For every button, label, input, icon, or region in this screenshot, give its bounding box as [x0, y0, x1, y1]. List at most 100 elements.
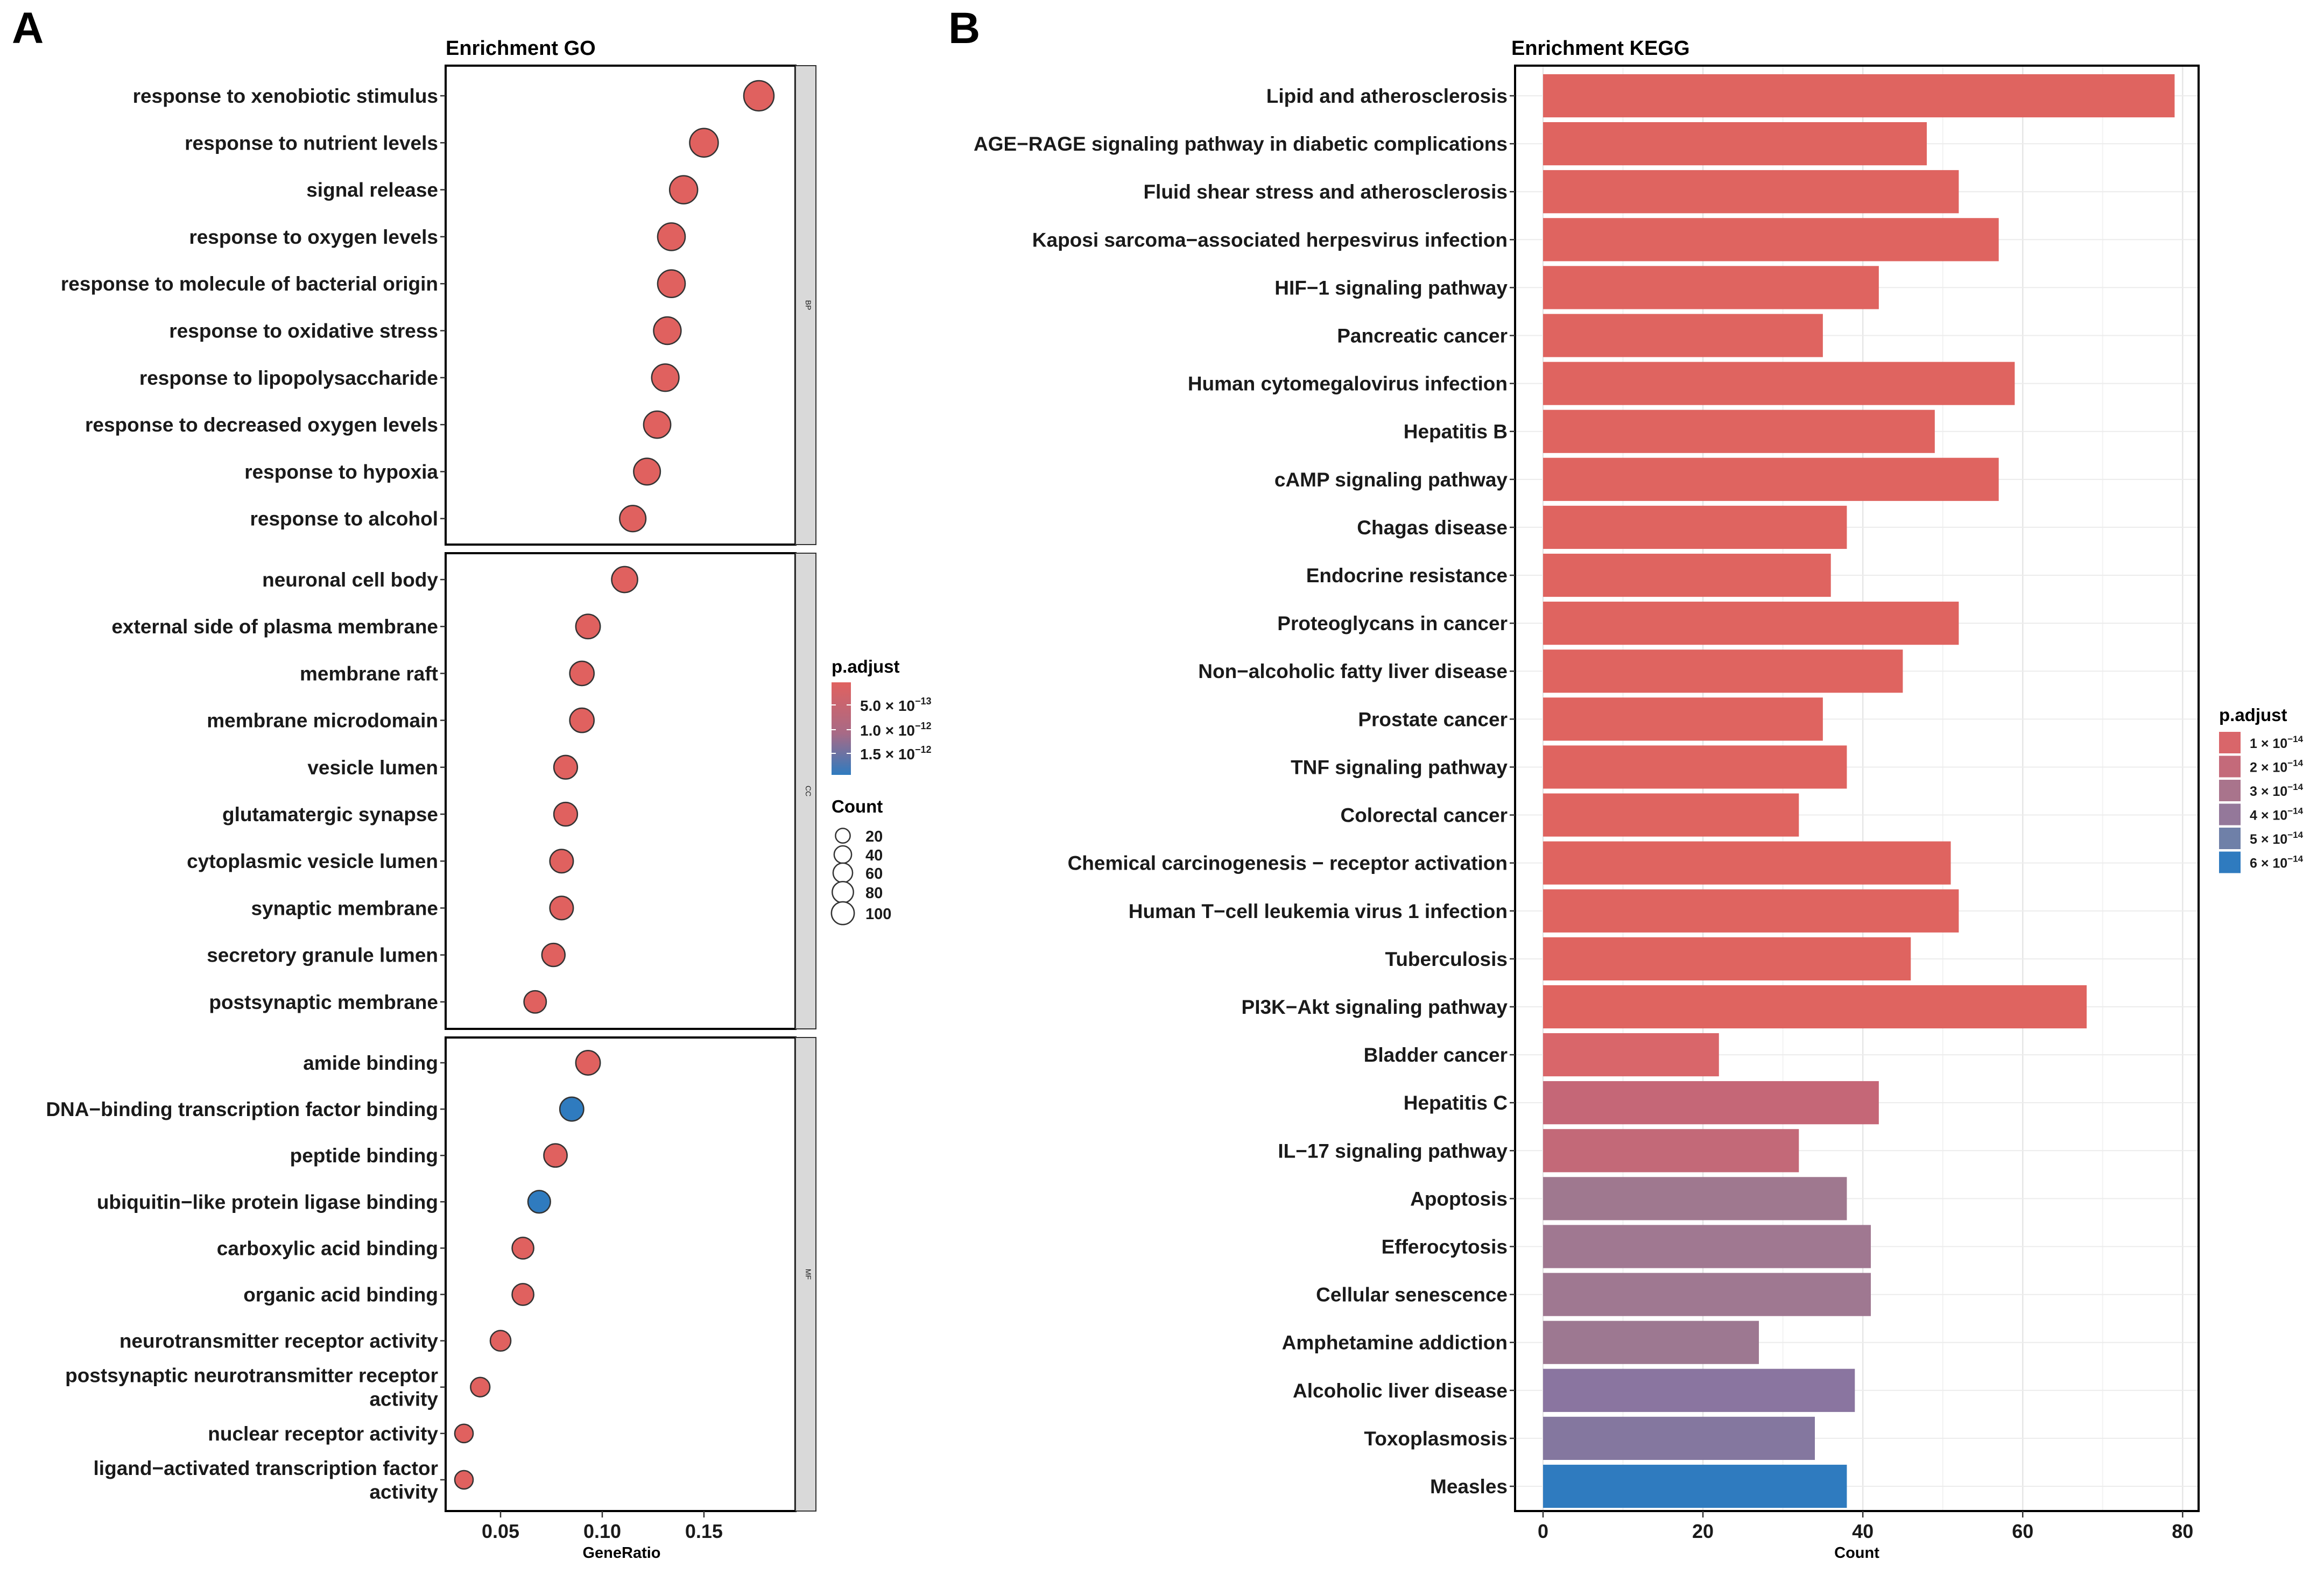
kegg-pathway-labels: Lipid and atherosclerosis AGE−RAGE signal…: [974, 85, 1515, 1498]
kegg-pathway-label: Human T−cell leukemia virus 1 infection: [1129, 900, 1508, 922]
go-term-label: glutamatergic synapse: [222, 803, 438, 825]
kegg-bar-colorectal-cancer: [1543, 793, 1799, 837]
go-term-label: vesicle lumen: [307, 757, 438, 779]
go-size-key: [830, 901, 855, 926]
kegg-pathway-label: Alcoholic liver disease: [1293, 1380, 1508, 1402]
go-point: [489, 1330, 512, 1352]
go-chart-title: Enrichment GO: [446, 37, 596, 60]
kegg-bar-human-cytomegalovirus-infection: [1543, 362, 2015, 405]
kegg-legend-swatch: [2219, 756, 2241, 778]
kegg-pathway-label: Non−alcoholic fatty liver disease: [1198, 660, 1508, 682]
go-term-label: ubiquitin−like protein ligase binding: [97, 1191, 438, 1213]
go-legend-size-title: Count: [832, 796, 883, 816]
kegg-x-axis: 0 20 40 60 80: [1538, 1511, 2193, 1542]
kegg-pathway-label: AGE−RAGE signaling pathway in diabetic c…: [974, 133, 1508, 155]
kegg-pathway-label: Bladder cancer: [1364, 1044, 1508, 1066]
go-panel-bg-mf: [446, 1037, 795, 1511]
go-point: [523, 990, 547, 1014]
go-term-label: response to molecule of bacterial origin: [61, 273, 438, 295]
kegg-x-tick-label: 0: [1538, 1520, 1548, 1542]
go-size-key-label: 60: [865, 865, 883, 883]
go-point: [470, 1377, 491, 1397]
go-term-label: amide binding: [303, 1052, 438, 1074]
go-term-label: response to hypoxia: [244, 461, 438, 483]
kegg-pathway-label: Apoptosis: [1410, 1188, 1508, 1210]
kegg-pathway-label: HIF−1 signaling pathway: [1274, 277, 1508, 299]
kegg-bar-tuberculosis: [1543, 937, 1911, 980]
go-point: [668, 175, 699, 204]
go-point: [657, 222, 686, 251]
go-facet-strip: [795, 65, 816, 545]
kegg-legend-swatch: [2219, 851, 2241, 873]
kegg-pathway-label: Proteoglycans in cancer: [1277, 612, 1508, 634]
kegg-legend-swatch: [2219, 803, 2241, 825]
kegg-pathway-label: Endocrine resistance: [1306, 564, 1508, 587]
kegg-x-tick-label: 20: [1692, 1520, 1714, 1542]
kegg-bar-bladder-cancer: [1543, 1033, 1719, 1077]
go-size-key: [832, 881, 854, 904]
kegg-bar-hepatitis-c: [1543, 1081, 1879, 1125]
kegg-bar-non-alcoholic-fatty-liver-disease: [1543, 650, 1903, 693]
kegg-panel-border: [1514, 65, 2200, 1512]
go-size-key-label: 80: [865, 885, 883, 902]
kegg-x-tick-label: 40: [1852, 1520, 1874, 1542]
go-point: [653, 316, 682, 345]
kegg-bar-apoptosis: [1543, 1177, 1847, 1220]
kegg-x-axis-title: Count: [1834, 1544, 1879, 1562]
go-point: [511, 1237, 534, 1260]
kegg-bar-chagas-disease: [1543, 505, 1847, 549]
go-facet-strip-label: CC: [804, 786, 813, 796]
go-point: [657, 269, 686, 299]
go-point: [569, 660, 595, 687]
kegg-pathway-label: Human cytomegalovirus infection: [1188, 373, 1508, 395]
go-legend-color-title: p.adjust: [832, 657, 900, 676]
go-point: [689, 128, 719, 158]
go-term-label: response to xenobiotic stimulus: [133, 85, 438, 107]
kegg-pathway-label: Pancreatic cancer: [1337, 325, 1508, 347]
go-enrichment-chart: Enrichment GO BP CC MF response to xenobio…: [46, 37, 816, 1562]
go-size-key: [832, 862, 854, 884]
go-term-label: activity: [369, 1388, 438, 1410]
kegg-pathway-label: Hepatitis C: [1404, 1092, 1508, 1114]
kegg-bar-tnf-signaling-pathway: [1543, 745, 1847, 789]
go-size-key-label: 40: [865, 847, 883, 864]
kegg-pathway-label: Amphetamine addiction: [1282, 1332, 1508, 1354]
kegg-legend-label: 2 × 10−14: [2250, 758, 2304, 775]
kegg-bar-chemical-carcinogenesis-receptor-activation: [1543, 841, 1951, 885]
go-x-tick-label: 0.05: [482, 1520, 519, 1542]
kegg-pathway-label: Fluid shear stress and atherosclerosis: [1143, 181, 1508, 203]
panel-b-label: B: [948, 4, 980, 53]
go-x-axis-title: GeneRatio: [582, 1544, 660, 1562]
kegg-pathway-label: Chemical carcinogenesis − receptor activ…: [1068, 852, 1508, 874]
kegg-bar-camp-signaling-pathway: [1543, 457, 1999, 501]
kegg-pathway-label: TNF signaling pathway: [1291, 756, 1508, 778]
go-term-label: organic acid binding: [243, 1284, 438, 1306]
kegg-x-tick-label: 80: [2172, 1520, 2193, 1542]
go-term-label: response to oxygen levels: [189, 226, 438, 248]
go-term-label: DNA−binding transcription factor binding: [46, 1098, 438, 1120]
kegg-bar-efferocytosis: [1543, 1225, 1871, 1268]
kegg-pathway-label: Measles: [1430, 1476, 1508, 1498]
go-x-axis: 0.05 0.10 0.15: [482, 1511, 723, 1542]
kegg-bar-kaposi-sarcoma-associated-herpesvirus-infection: [1543, 218, 1999, 262]
kegg-bar-il-17-signaling-pathway: [1543, 1129, 1799, 1173]
go-point: [549, 895, 574, 921]
go-term-label: postsynaptic neurotransmitter receptor: [65, 1365, 438, 1387]
go-size-key-label: 20: [865, 828, 883, 845]
go-term-labels: response to xenobiotic stimulus response …: [46, 85, 446, 1503]
go-facet-panels: BP CC MF: [445, 65, 816, 1512]
go-term-label: signal release: [306, 179, 438, 201]
go-term-label: postsynaptic membrane: [209, 991, 438, 1013]
go-term-label: response to oxidative stress: [169, 320, 438, 342]
go-term-label: nuclear receptor activity: [208, 1423, 438, 1445]
go-term-label: activity: [369, 1481, 438, 1503]
go-facet-strip: [795, 1037, 816, 1512]
go-term-label: membrane microdomain: [207, 710, 438, 732]
kegg-pathway-label: Kaposi sarcoma−associated herpesvirus in…: [1032, 229, 1508, 251]
go-facet-strip-label: MF: [804, 1269, 813, 1280]
go-point: [541, 942, 566, 968]
go-term-label: external side of plasma membrane: [111, 616, 438, 638]
kegg-bar-endocrine-resistance: [1543, 553, 1831, 597]
go-size-key: [833, 845, 853, 864]
